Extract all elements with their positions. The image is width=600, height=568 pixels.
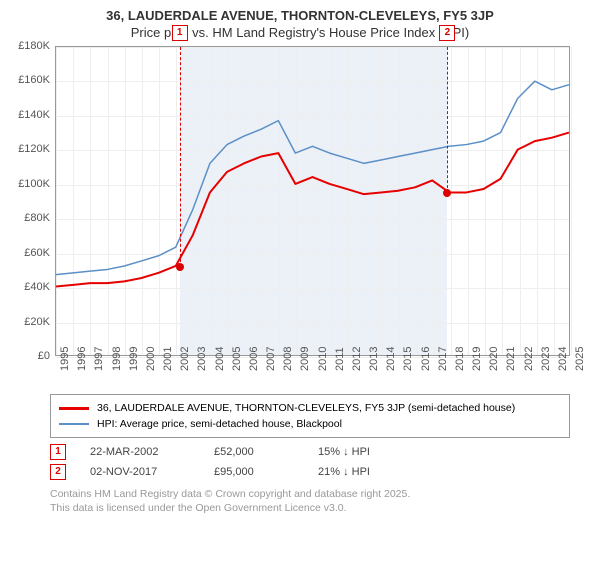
- chart-subtitle: Price paid vs. HM Land Registry's House …: [0, 25, 600, 40]
- gridline-v: [571, 47, 572, 355]
- x-tick-label: 2016: [420, 347, 432, 371]
- chart-container: £0£20K£40K£60K£80K£100K£120K£140K£160K£1…: [10, 46, 570, 386]
- x-tick-label: 2022: [523, 347, 535, 371]
- y-tick-label: £180K: [18, 40, 50, 52]
- x-tick-label: 2009: [299, 347, 311, 371]
- sale-badge: 1: [50, 444, 66, 460]
- sale-row: 1 22-MAR-2002 £52,000 15% ↓ HPI: [50, 444, 570, 460]
- sale-marker-badge: 1: [172, 25, 188, 41]
- sale-price: £95,000: [214, 466, 294, 478]
- sale-vs-hpi: 21% ↓ HPI: [318, 466, 418, 478]
- x-tick-label: 2012: [351, 347, 363, 371]
- x-tick-label: 2004: [214, 347, 226, 371]
- legend-label: 36, LAUDERDALE AVENUE, THORNTON-CLEVELEY…: [97, 402, 515, 414]
- sale-row: 2 02-NOV-2017 £95,000 21% ↓ HPI: [50, 464, 570, 480]
- x-tick-label: 2005: [231, 347, 243, 371]
- legend-swatch: [59, 407, 89, 410]
- sale-price: £52,000: [214, 446, 294, 458]
- y-tick-label: £0: [38, 350, 50, 362]
- attribution-line: This data is licensed under the Open Gov…: [50, 502, 570, 516]
- x-tick-label: 2024: [557, 347, 569, 371]
- x-tick-label: 2011: [334, 347, 346, 371]
- x-tick-label: 1999: [128, 347, 140, 371]
- y-tick-label: £20K: [24, 316, 50, 328]
- x-tick-label: 2015: [402, 347, 414, 371]
- x-tick-label: 1996: [76, 347, 88, 371]
- x-tick-label: 2000: [145, 347, 157, 371]
- sale-marker-dot: [443, 189, 451, 197]
- x-tick-label: 2013: [368, 347, 380, 371]
- x-tick-label: 2006: [248, 347, 260, 371]
- sale-date: 02-NOV-2017: [90, 466, 190, 478]
- line-svg: [56, 47, 569, 355]
- legend-label: HPI: Average price, semi-detached house,…: [97, 418, 342, 430]
- x-tick-label: 2018: [454, 347, 466, 371]
- attribution-line: Contains HM Land Registry data © Crown c…: [50, 488, 570, 502]
- x-tick-label: 1998: [111, 347, 123, 371]
- x-tick-label: 2020: [488, 347, 500, 371]
- y-tick-label: £140K: [18, 109, 50, 121]
- sale-date: 22-MAR-2002: [90, 446, 190, 458]
- x-tick-label: 2007: [265, 347, 277, 371]
- chart-title: 36, LAUDERDALE AVENUE, THORNTON-CLEVELEY…: [0, 8, 600, 23]
- y-tick-label: £80K: [24, 212, 50, 224]
- x-tick-label: 2014: [385, 347, 397, 371]
- attribution: Contains HM Land Registry data © Crown c…: [50, 488, 570, 515]
- x-tick-label: 2008: [282, 347, 294, 371]
- x-tick-label: 2023: [540, 347, 552, 371]
- y-tick-label: £40K: [24, 281, 50, 293]
- legend-row: 36, LAUDERDALE AVENUE, THORNTON-CLEVELEY…: [59, 401, 561, 415]
- sale-marker-line: [447, 47, 448, 193]
- sale-badge: 2: [50, 464, 66, 480]
- x-tick-label: 2021: [505, 347, 517, 371]
- y-tick-label: £60K: [24, 247, 50, 259]
- sale-marker-badge: 2: [439, 25, 455, 41]
- legend-row: HPI: Average price, semi-detached house,…: [59, 417, 561, 431]
- x-tick-label: 1997: [93, 347, 105, 371]
- plot-area: 12: [55, 46, 570, 356]
- sales-table: 1 22-MAR-2002 £52,000 15% ↓ HPI 2 02-NOV-2017…: [50, 444, 570, 480]
- sale-vs-hpi: 15% ↓ HPI: [318, 446, 418, 458]
- x-tick-label: 2025: [574, 347, 586, 371]
- x-tick-label: 2002: [179, 347, 191, 371]
- y-tick-label: £160K: [18, 74, 50, 86]
- y-tick-label: £100K: [18, 178, 50, 190]
- legend: 36, LAUDERDALE AVENUE, THORNTON-CLEVELEY…: [50, 394, 570, 438]
- x-tick-label: 2001: [162, 347, 174, 371]
- y-tick-label: £120K: [18, 143, 50, 155]
- legend-swatch: [59, 423, 89, 425]
- sale-marker-dot: [176, 263, 184, 271]
- x-tick-label: 2019: [471, 347, 483, 371]
- x-tick-label: 1995: [59, 347, 71, 371]
- x-tick-label: 2003: [196, 347, 208, 371]
- x-tick-label: 2017: [437, 347, 449, 371]
- x-tick-label: 2010: [317, 347, 329, 371]
- sale-marker-line: [180, 47, 181, 267]
